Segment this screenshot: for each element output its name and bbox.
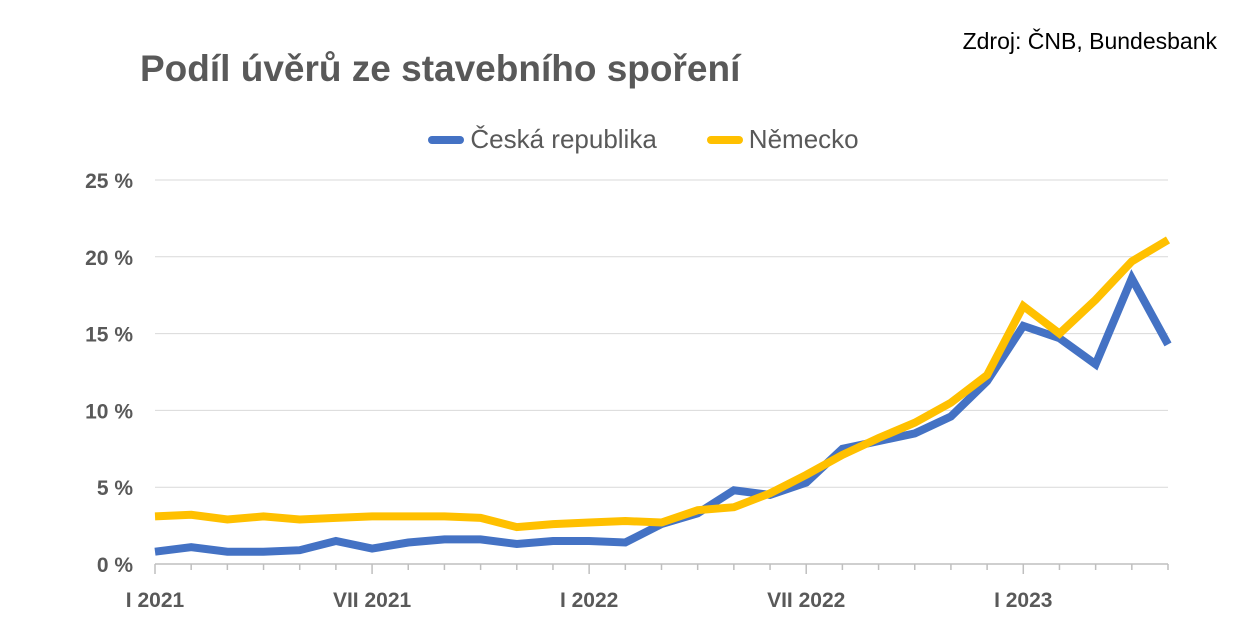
y-tick-label: 25 % xyxy=(85,170,133,193)
x-tick-label: VII 2021 xyxy=(333,589,412,612)
legend-label-germany: Německo xyxy=(748,124,859,154)
y-tick-label: 5 % xyxy=(97,477,134,500)
legend-item-germany: Německo xyxy=(706,124,859,155)
y-tick-label: 20 % xyxy=(85,247,133,270)
chart-title: Podíl úvěrů ze stavebního spoření xyxy=(140,48,741,89)
y-tick-label: 15 % xyxy=(85,324,133,347)
x-tick-label: I 2022 xyxy=(560,589,618,612)
x-tick-label: I 2021 xyxy=(126,589,185,612)
legend-label-czech: Česká republika xyxy=(470,124,657,154)
legend-swatch-germany xyxy=(706,135,743,144)
legend-item-czech: Česká republika xyxy=(428,124,657,155)
chart-legend: Česká republika Německo xyxy=(0,124,1247,155)
y-tick-label: 10 % xyxy=(85,400,133,423)
y-tick-label: 0 % xyxy=(97,554,134,577)
x-tick-label: I 2023 xyxy=(994,589,1052,612)
x-tick-label: VII 2022 xyxy=(767,589,845,612)
legend-swatch-czech xyxy=(428,135,465,144)
source-note: Zdroj: ČNB, Bundesbank xyxy=(962,28,1217,54)
series-line-germany xyxy=(154,236,1171,532)
